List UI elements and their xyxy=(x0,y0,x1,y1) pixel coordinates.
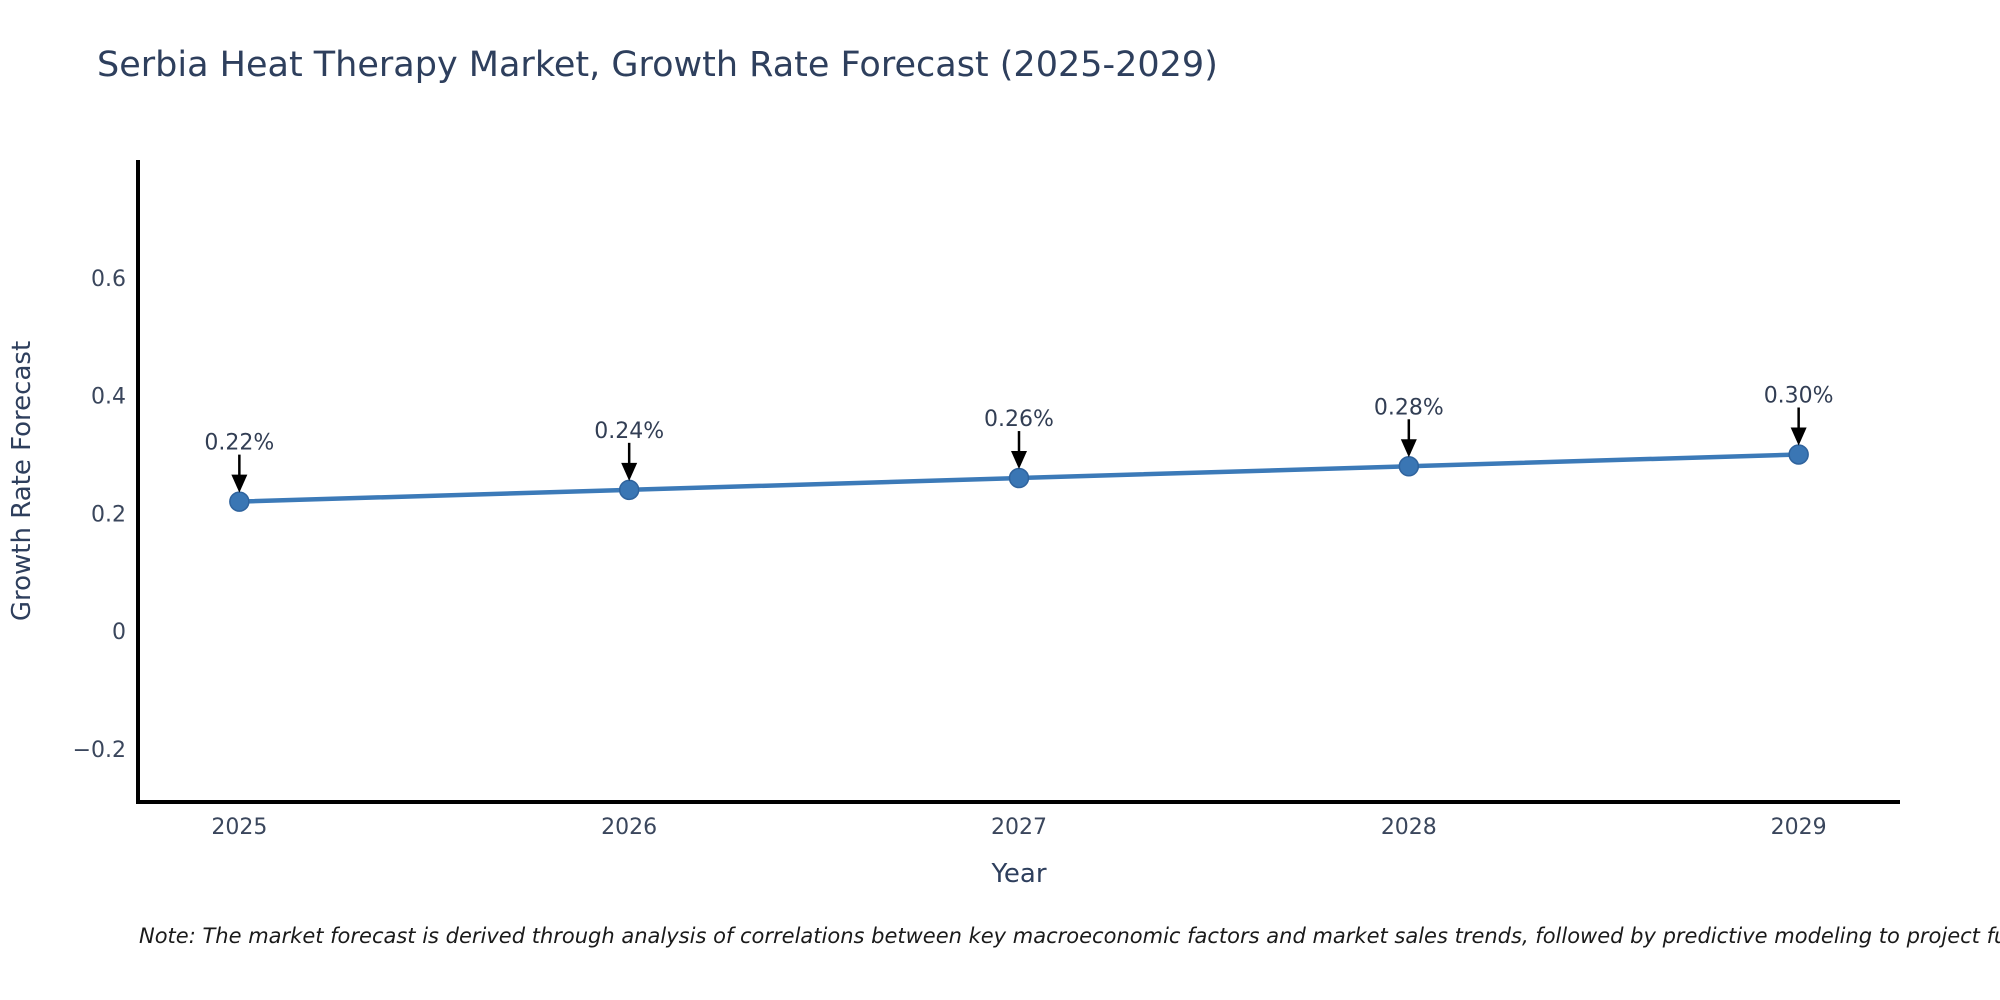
chart-title: Serbia Heat Therapy Market, Growth Rate … xyxy=(97,45,1218,85)
annotation-label: 0.28% xyxy=(1374,395,1444,420)
data-point-marker xyxy=(1788,444,1809,465)
data-point-marker xyxy=(1008,467,1030,489)
annotation-arrowhead xyxy=(1790,427,1807,446)
footnote: Note: The market forecast is derived thr… xyxy=(139,924,2000,948)
annotation-label: 0.22% xyxy=(204,431,274,456)
y-tick-label: 0 xyxy=(112,620,126,645)
x-tick-label: 2025 xyxy=(211,815,267,840)
annotation-arrowhead xyxy=(231,474,248,493)
y-tick-label: 0.6 xyxy=(91,267,126,292)
x-tick-label: 2026 xyxy=(601,815,657,840)
annotation-arrowhead xyxy=(1011,451,1027,470)
x-tick-label: 2027 xyxy=(991,815,1047,840)
y-tick-label: −0.2 xyxy=(73,738,126,763)
y-axis-title: Growth Rate Forecast xyxy=(7,341,37,621)
annotation-arrowhead xyxy=(621,462,638,481)
x-axis-title: Year xyxy=(990,859,1046,889)
annotation-label: 0.30% xyxy=(1764,383,1834,408)
y-tick-label: 0.4 xyxy=(91,385,126,410)
x-tick-label: 2028 xyxy=(1381,815,1437,840)
data-point-marker xyxy=(1398,456,1420,477)
x-tick-label: 2029 xyxy=(1771,815,1827,840)
annotation-label: 0.24% xyxy=(594,419,664,444)
data-point-marker xyxy=(618,479,640,501)
data-point-marker xyxy=(229,491,250,512)
annotation-arrowhead xyxy=(1400,439,1417,458)
annotation-label: 0.26% xyxy=(984,407,1054,432)
y-tick-label: 0.2 xyxy=(91,502,126,527)
